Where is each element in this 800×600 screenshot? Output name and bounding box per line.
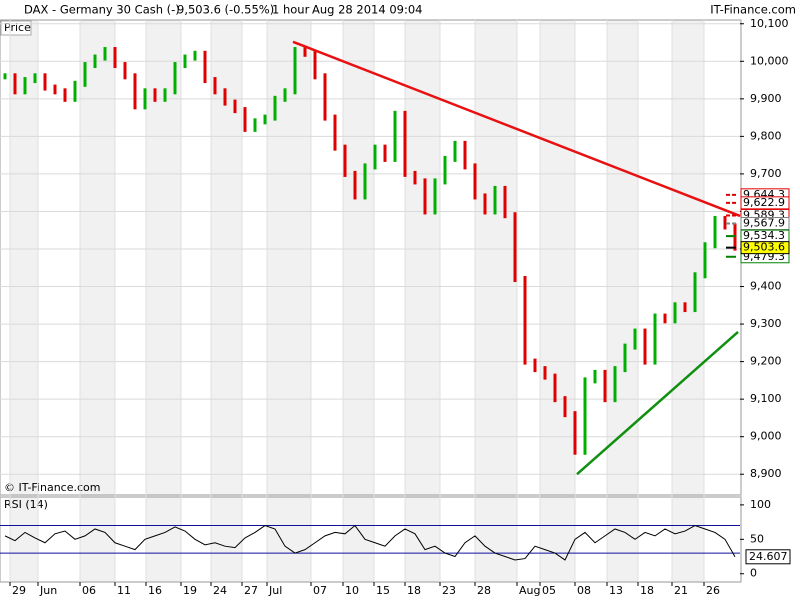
- y-tick-label: 10,000: [750, 54, 789, 67]
- level-label: 9,567.9: [743, 217, 785, 230]
- level-label: 9,534.3: [743, 229, 785, 242]
- level-label: 9,622.9: [743, 196, 785, 209]
- level-box: [740, 217, 790, 231]
- day-stripe: [211, 20, 242, 582]
- x-tick-label: Aug: [519, 584, 540, 597]
- x-tick-label: 27: [244, 584, 258, 597]
- trend-line: [292, 40, 741, 218]
- x-tick-label: 18: [407, 584, 421, 597]
- x-tick-label: 21: [674, 584, 688, 597]
- x-tick-label: 07: [313, 584, 327, 597]
- watermark: © IT-Finance.com: [4, 481, 101, 494]
- day-stripe: [540, 20, 575, 582]
- level-box: [740, 241, 790, 255]
- last-value-label: 24.607: [749, 550, 788, 563]
- x-tick-label: 28: [477, 584, 491, 597]
- y-tick-label: 10,100: [750, 17, 789, 30]
- panel-label-box: [0, 20, 32, 36]
- x-tick-label: 16: [148, 584, 162, 597]
- x-tick-label: 13: [609, 584, 623, 597]
- y-tick-label: 9,200: [750, 355, 782, 368]
- level-box: [740, 196, 790, 210]
- brand: IT-Finance.com: [710, 3, 796, 17]
- y-tick-label: 9,900: [750, 92, 782, 105]
- x-tick-label: 05: [542, 584, 556, 597]
- y-tick-label: 8,900: [750, 467, 782, 480]
- last-value-box: [745, 549, 791, 565]
- x-tick-label: 18: [640, 584, 654, 597]
- y-tick-label: 9,000: [750, 430, 782, 443]
- day-stripe: [672, 20, 704, 582]
- y-tick-label: 100: [750, 498, 771, 511]
- day-stripe: [607, 20, 638, 582]
- x-tick-label: 06: [82, 584, 96, 597]
- day-stripe: [405, 20, 440, 582]
- day-stripe: [343, 20, 374, 582]
- day-stripe: [10, 20, 38, 582]
- x-tick-label: 08: [577, 584, 591, 597]
- y-tick-label: 9,700: [750, 167, 782, 180]
- trend-line: [576, 331, 739, 476]
- x-tick-label: 26: [706, 584, 720, 597]
- day-stripe: [475, 20, 517, 582]
- level-label: 9,503.6: [743, 241, 785, 254]
- interval: 1 hour: [272, 3, 310, 17]
- x-tick-label: Jul: [268, 584, 282, 597]
- y-tick-label: 50: [750, 532, 764, 545]
- x-tick-label: Jun: [39, 584, 57, 597]
- timestamp: Aug 28 2014 09:04: [312, 3, 422, 17]
- x-tick-label: 15: [376, 584, 390, 597]
- day-stripe: [80, 20, 115, 582]
- y-tick-label: 0: [750, 567, 757, 580]
- y-tick-label: 9,100: [750, 392, 782, 405]
- panel-label: RSI (14): [4, 498, 48, 511]
- x-tick-label: 19: [183, 584, 197, 597]
- x-tick-label: 24: [213, 584, 227, 597]
- x-tick-label: 11: [117, 584, 131, 597]
- x-tick-label: 23: [442, 584, 456, 597]
- x-tick-label: 10: [345, 584, 359, 597]
- quote: 9,503.6 (-0.55%): [177, 3, 274, 17]
- y-tick-label: 9,400: [750, 280, 782, 293]
- day-stripe: [146, 20, 181, 582]
- x-tick-label: 29: [12, 584, 26, 597]
- panel-label: Price: [4, 21, 31, 34]
- y-tick-label: 9,800: [750, 129, 782, 142]
- symbol: DAX - Germany 30 Cash (-): [24, 3, 180, 17]
- rsi-line: [4, 524, 736, 561]
- y-tick-label: 9,300: [750, 317, 782, 330]
